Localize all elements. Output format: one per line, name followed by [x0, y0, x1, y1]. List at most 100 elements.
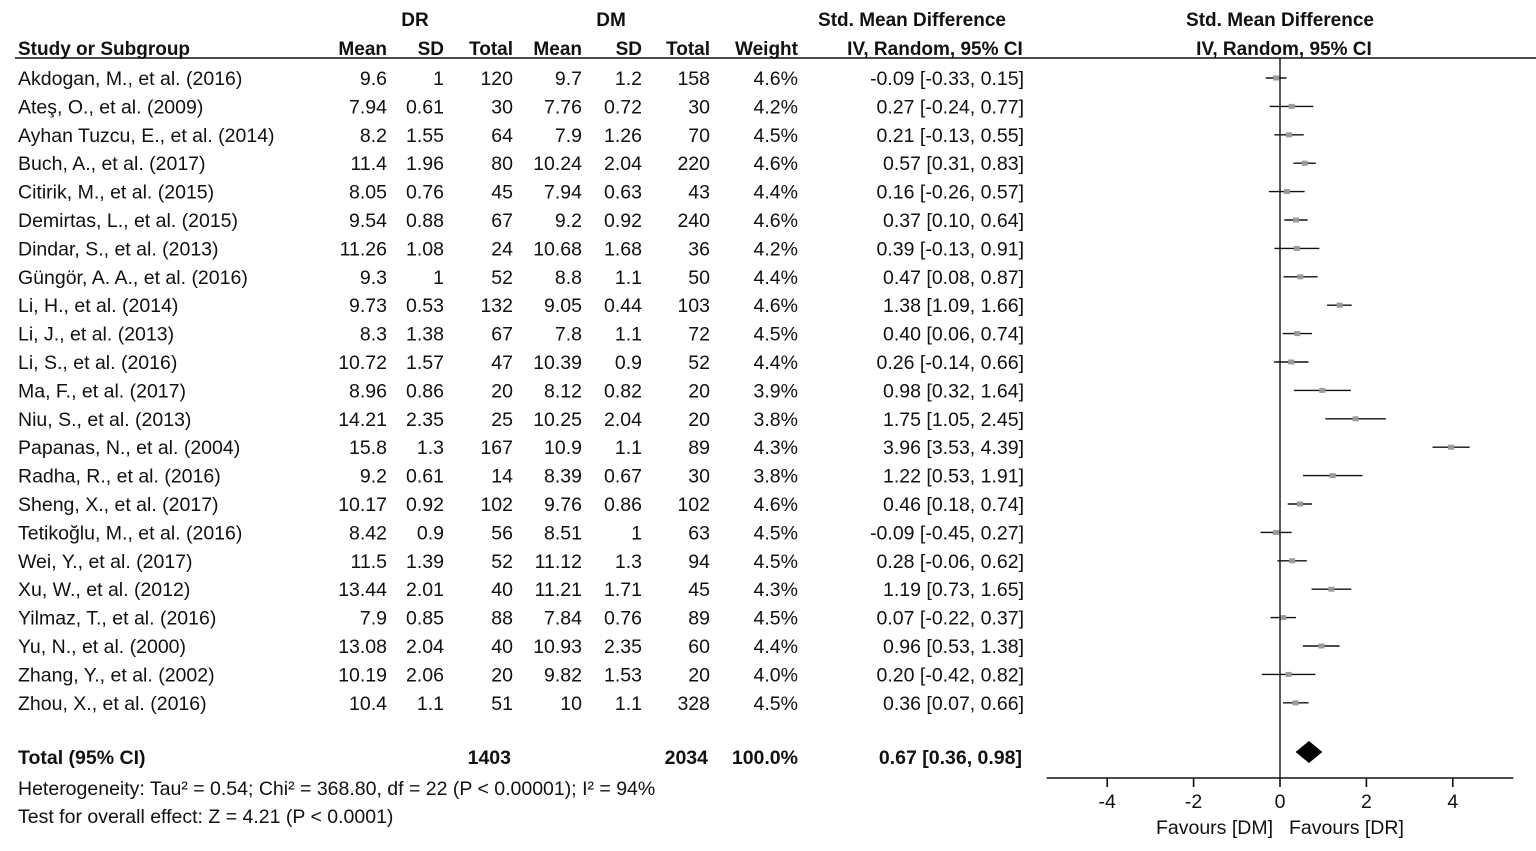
cell-exp-total: 67: [491, 324, 513, 346]
cell-ci-text: 0.37 [0.10, 0.64]: [883, 210, 1024, 232]
cell-ci-text: 0.36 [0.07, 0.66]: [883, 693, 1024, 715]
point-estimate: [1292, 217, 1299, 223]
header-effect-plot: Std. Mean Difference: [1186, 10, 1374, 31]
x-axis-tick-label: 2: [1361, 791, 1372, 813]
cell-exp-total: 30: [491, 96, 513, 118]
header-experimental-group: DR: [401, 10, 429, 31]
cell-exp-sd: 2.35: [406, 409, 444, 431]
cell-weight: 4.5%: [754, 551, 798, 573]
cell-ctl-total: 328: [677, 693, 710, 715]
cell-weight: 4.6%: [754, 295, 798, 317]
cell-exp-sd: 2.04: [406, 636, 444, 658]
point-estimate: [1273, 75, 1280, 81]
cell-ci-text: 0.26 [-0.14, 0.66]: [877, 352, 1024, 374]
study-row: Radha, R., et al. (2016) 9.2 0.61 14 8.39 0.6…: [18, 466, 1024, 488]
cell-ctl-mean: 10.68: [533, 238, 582, 260]
cell-study: Ateş, O., et al. (2009): [18, 96, 203, 118]
x-axis-tick-label: -4: [1099, 791, 1116, 813]
cell-ci-text: 1.75 [1.05, 2.45]: [883, 409, 1024, 431]
study-row: Ma, F., et al. (2017) 8.96 0.86 20 8.12 0.82 2…: [18, 380, 1024, 402]
cell-weight: 4.4%: [754, 267, 798, 289]
col-header-ctl-mean: Mean: [533, 39, 582, 60]
study-row: Sheng, X., et al. (2017) 10.17 0.92 102 9.76…: [18, 494, 1024, 516]
cell-ctl-sd: 0.72: [604, 96, 642, 118]
cell-ctl-sd: 0.9: [615, 352, 642, 374]
study-row: Tetikoğlu, M., et al. (2016) 8.42 0.9 56 8.5…: [18, 522, 1024, 544]
cell-exp-mean: 13.08: [338, 636, 387, 658]
cell-study: Yu, N., et al. (2000): [18, 636, 186, 658]
cell-ctl-mean: 10: [560, 693, 582, 715]
point-estimate: [1285, 671, 1292, 677]
cell-ctl-mean: 7.76: [544, 96, 582, 118]
cell-exp-sd: 0.9: [417, 522, 444, 544]
cell-ctl-total: 240: [677, 210, 710, 232]
cell-ctl-mean: 8.51: [544, 522, 582, 544]
study-row: Akdogan, M., et al. (2016) 9.6 1 120 9.7 1.2 1…: [18, 68, 1024, 90]
cell-ctl-sd: 0.92: [604, 210, 642, 232]
cell-exp-sd: 1.96: [406, 153, 444, 175]
cell-exp-sd: 0.53: [406, 295, 444, 317]
study-row: Demirtas, L., et al. (2015) 9.54 0.88 67 9.2…: [18, 210, 1024, 232]
cell-exp-mean: 9.54: [349, 210, 387, 232]
cell-ctl-total: 220: [677, 153, 710, 175]
cell-ctl-total: 52: [688, 352, 710, 374]
cell-exp-sd: 1.08: [406, 238, 444, 260]
cell-exp-sd: 0.61: [406, 466, 444, 488]
cell-exp-mean: 10.19: [338, 664, 387, 686]
cell-study: Buch, A., et al. (2017): [18, 153, 206, 175]
cell-exp-mean: 9.6: [360, 68, 387, 90]
point-estimate: [1328, 586, 1335, 592]
cell-exp-total: 80: [491, 153, 513, 175]
cell-ctl-mean: 9.76: [544, 494, 582, 516]
study-row: Li, J., et al. (2013) 8.3 1.38 67 7.8 1.1 72 4.…: [18, 324, 1024, 346]
heterogeneity-note: Heterogeneity: Tau² = 0.54; Chi² = 368.8…: [18, 778, 655, 800]
cell-exp-mean: 7.9: [360, 608, 387, 630]
study-row: Papanas, N., et al. (2004) 15.8 1.3 167 10.9…: [18, 437, 1024, 459]
x-axis-tick-label: 0: [1275, 791, 1286, 813]
cell-ctl-sd: 0.67: [604, 466, 642, 488]
cell-exp-total: 40: [491, 579, 513, 601]
cell-weight: 4.0%: [754, 664, 798, 686]
cell-ci-text: 3.96 [3.53, 4.39]: [883, 437, 1024, 459]
cell-ctl-mean: 8.39: [544, 466, 582, 488]
cell-ci-text: 0.96 [0.53, 1.38]: [883, 636, 1024, 658]
cell-weight: 4.5%: [754, 522, 798, 544]
cell-ctl-mean: 10.39: [533, 352, 582, 374]
pooled-effect-diamond: [1295, 741, 1323, 763]
cell-ctl-mean: 9.7: [555, 68, 582, 90]
cell-ctl-total: 89: [688, 608, 710, 630]
header-control-group: DM: [596, 10, 626, 31]
cell-ctl-mean: 9.82: [544, 664, 582, 686]
cell-study: Li, H., et al. (2014): [18, 295, 178, 317]
cell-exp-total: 52: [491, 551, 513, 573]
cell-ci-text: 0.57 [0.31, 0.83]: [883, 153, 1024, 175]
cell-ctl-mean: 10.25: [533, 409, 582, 431]
cell-exp-total: 67: [491, 210, 513, 232]
cell-ctl-total: 45: [688, 579, 710, 601]
cell-exp-sd: 0.61: [406, 96, 444, 118]
cell-study: Yilmaz, T., et al. (2016): [18, 608, 216, 630]
header-effect-table: Std. Mean Difference: [818, 10, 1006, 31]
cell-exp-sd: 1.3: [417, 437, 444, 459]
cell-exp-mean: 8.96: [349, 380, 387, 402]
cell-weight: 4.6%: [754, 68, 798, 90]
cell-exp-total: 24: [491, 238, 513, 260]
cell-ci-text: 0.20 [-0.42, 0.82]: [877, 664, 1024, 686]
cell-study: Papanas, N., et al. (2004): [18, 437, 240, 459]
cell-weight: 4.3%: [754, 579, 798, 601]
point-estimate: [1296, 501, 1303, 507]
cell-exp-sd: 2.06: [406, 664, 444, 686]
cell-ctl-sd: 1.1: [615, 267, 642, 289]
cell-ci-text: 0.28 [-0.06, 0.62]: [877, 551, 1024, 573]
study-row: Dindar, S., et al. (2013) 11.26 1.08 24 10.6…: [18, 238, 1024, 260]
cell-ci-text: 0.47 [0.08, 0.87]: [883, 267, 1024, 289]
cell-ctl-total: 20: [688, 664, 710, 686]
cell-weight: 4.4%: [754, 636, 798, 658]
point-estimate: [1283, 189, 1290, 195]
cell-ctl-sd: 0.76: [604, 608, 642, 630]
cell-exp-mean: 13.44: [338, 579, 387, 601]
cell-ctl-sd: 2.35: [604, 636, 642, 658]
cell-ci-text: 0.39 [-0.13, 0.91]: [877, 238, 1024, 260]
cell-weight: 4.5%: [754, 608, 798, 630]
cell-exp-mean: 8.3: [360, 324, 387, 346]
